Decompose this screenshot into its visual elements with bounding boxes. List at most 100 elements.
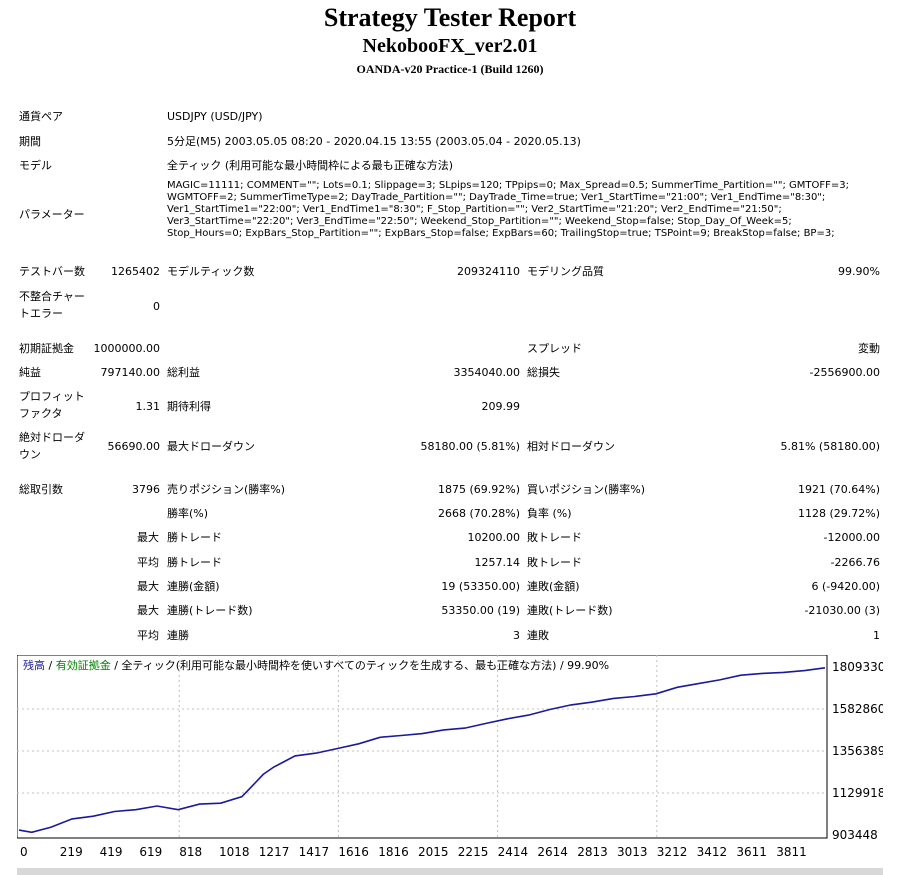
pair-value: USDJPY (USD/JPY) <box>167 110 263 123</box>
max-dd-value: 58180.00 (5.81%) <box>420 440 520 453</box>
consec-win-amt-label: 連勝(金額) <box>167 580 220 593</box>
x-tick-label: 219 <box>60 845 83 859</box>
consec-loss-amt-label: 連敗(金額) <box>527 580 580 593</box>
legend-description: 全ティック(利用可能な最小時間枠を使いすべてのティックを生成する、最も正確な方法… <box>121 658 609 672</box>
x-tick-label: 419 <box>100 845 123 859</box>
model-value: 全ティック (利用可能な最小時間枠による最も正確な方法) <box>167 159 454 172</box>
avg-consec-loss-value: 1 <box>873 629 880 642</box>
legend-separator: / <box>111 659 122 672</box>
y-tick-label: 1356389 <box>832 744 883 758</box>
avg-consec-win-label: 連勝 <box>167 629 189 642</box>
avg-loss-label: 敗トレード <box>527 556 582 569</box>
bars-value: 1265402 <box>111 265 160 278</box>
chart-grid <box>17 655 827 838</box>
consec-win-amt-value: 19 (53350.00) <box>441 580 520 593</box>
bottom-scrollbar <box>17 868 883 875</box>
x-tick-labels: 0 219 419 619 818 1018 1217 1417 1616 1816 2015 221… <box>20 845 807 859</box>
gross-loss-value: -2556900.00 <box>809 366 880 379</box>
avg-prefix: 平均 <box>137 556 159 569</box>
pf-value: 1.31 <box>135 400 161 413</box>
period-label: 期間 <box>19 135 41 148</box>
server-name: OANDA-v20 Practice-1 (Build 1260) <box>356 62 544 76</box>
net-label: 純益 <box>19 366 41 379</box>
x-tick-label: 3212 <box>657 845 688 859</box>
mismatch-label-line1: 不整合チャー <box>19 290 85 303</box>
abs-dd-label-line1: 絶対ドローダ <box>19 431 85 444</box>
spread-label: スプレッド <box>527 342 582 355</box>
x-tick-label: 1417 <box>299 845 330 859</box>
params-line: MAGIC=11111; COMMENT=""; Lots=0.1; Slipp… <box>167 180 849 191</box>
legend-equity: 有効証拠金 <box>56 658 111 672</box>
x-tick-label: 3811 <box>776 845 807 859</box>
max-win-label: 勝トレード <box>167 531 222 544</box>
params-line: Ver1_StartTime1="22:00"; Ver1_EndTime1="… <box>167 204 782 215</box>
x-tick-label: 2215 <box>458 845 489 859</box>
consec-win-cnt-value: 53350.00 (19) <box>441 604 520 617</box>
params-value: MAGIC=11111; COMMENT=""; Lots=0.1; Slipp… <box>167 180 867 240</box>
ticks-value: 209324110 <box>457 265 520 278</box>
gross-profit-label: 総利益 <box>167 366 200 379</box>
pair-label: 通貨ペア <box>19 110 63 123</box>
quality-value: 99.90% <box>838 265 880 278</box>
x-tick-label: 1816 <box>378 845 409 859</box>
consec-loss-cnt-label: 連敗(トレード数) <box>527 604 613 617</box>
max-win-value: 10200.00 <box>467 531 521 544</box>
params-line: Stop_Hours=0; ExpBars_Stop_Partition="";… <box>167 228 835 239</box>
expected-value: 209.99 <box>481 400 521 413</box>
x-tick-label: 3412 <box>697 845 728 859</box>
period-value: 5分足(M5) 2003.05.05 08:20 - 2020.04.15 13… <box>167 135 581 148</box>
model-label: モデル <box>19 159 52 172</box>
report-title: Strategy Tester Report <box>323 3 577 32</box>
legend-separator: / <box>45 659 56 672</box>
params-line: WGMTOFF=2; SummerTimeType=2; DayTrade_Pa… <box>167 192 826 203</box>
x-tick-label: 619 <box>139 845 162 859</box>
consec-win-cnt-label: 連勝(トレード数) <box>167 604 253 617</box>
y-tick-label: 903448 <box>832 828 878 842</box>
max-prefix: 最大 <box>137 531 159 544</box>
y-tick-label: 1809330 <box>832 660 883 674</box>
pf-label-line2: ファクタ <box>19 407 63 420</box>
long-label: 買いポジション(勝率%) <box>527 483 646 496</box>
x-tick-label: 1217 <box>259 845 290 859</box>
mismatch-value: 0 <box>153 300 160 313</box>
avg-loss-value: -2266.76 <box>830 556 880 569</box>
params-label: パラメーター <box>19 208 85 221</box>
rel-dd-value: 5.81% (58180.00) <box>780 440 880 453</box>
avg-consec-loss-label: 連敗 <box>527 629 549 642</box>
gross-profit-value: 3354040.00 <box>453 366 520 379</box>
total-value: 3796 <box>132 483 160 496</box>
y-tick-label: 1582860 <box>832 702 883 716</box>
legend-balance: 残高 <box>23 658 45 672</box>
params-line: Ver3_StartTime="22:20"; Ver3_EndTime="22… <box>167 216 792 227</box>
gross-loss-label: 総損失 <box>527 366 560 379</box>
deposit-value: 1000000.00 <box>93 342 160 355</box>
avg-consec-win-value: 3 <box>513 629 520 642</box>
ea-name: NekobooFX_ver2.01 <box>362 35 538 57</box>
spread-value: 変動 <box>858 342 880 355</box>
balance-chart: 1809330 1582860 1356389 1129918 903448 0 219 4… <box>17 655 883 859</box>
abs-dd-label-line2: ウン <box>19 448 41 461</box>
max-prefix: 最大 <box>137 604 159 617</box>
balance-series-line <box>18 667 826 834</box>
x-tick-label: 3611 <box>736 845 767 859</box>
mismatch-label-line2: トエラー <box>19 307 63 320</box>
x-tick-label: 818 <box>179 845 202 859</box>
long-value: 1921 (70.64%) <box>797 483 880 496</box>
x-tick-label: 2614 <box>537 845 568 859</box>
deposit-label: 初期証拠金 <box>19 342 74 355</box>
short-value: 1875 (69.92%) <box>437 483 520 496</box>
max-dd-label: 最大ドローダウン <box>167 440 255 453</box>
bars-label: テストバー数 <box>19 265 85 278</box>
winrate-label: 勝率(%) <box>167 507 209 520</box>
x-tick-label: 0 <box>20 845 28 859</box>
max-prefix: 最大 <box>137 580 159 593</box>
max-loss-value: -12000.00 <box>823 531 880 544</box>
winrate-value: 2668 (70.28%) <box>437 507 520 520</box>
x-tick-label: 1018 <box>219 845 250 859</box>
avg-win-label: 勝トレード <box>167 556 222 569</box>
consec-loss-cnt-value: -21030.00 (3) <box>804 604 880 617</box>
expected-label: 期待利得 <box>167 400 211 413</box>
pf-label-line1: プロフィット <box>19 390 85 403</box>
quality-label: モデリング品質 <box>527 265 604 278</box>
avg-win-value: 1257.14 <box>474 556 521 569</box>
